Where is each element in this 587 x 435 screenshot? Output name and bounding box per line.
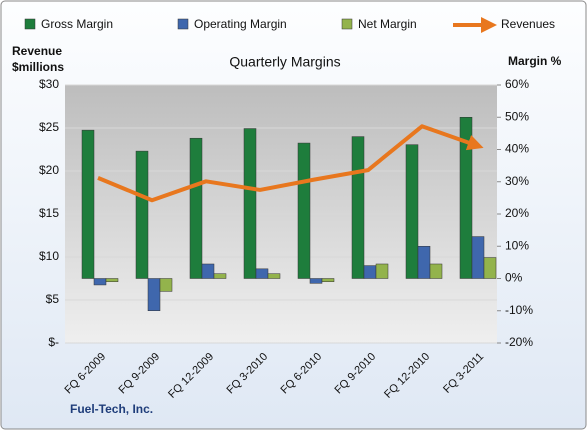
bar — [243, 128, 257, 279]
y2-tick-label: 50% — [505, 109, 529, 123]
bar — [429, 263, 443, 279]
bar — [147, 278, 161, 311]
y2-tick-label: 20% — [505, 206, 529, 220]
bar — [189, 137, 203, 279]
bar — [471, 236, 485, 279]
legend-label: Net Margin — [358, 17, 417, 31]
y2-tick-label: 60% — [505, 77, 529, 91]
bar — [201, 263, 215, 279]
bar — [267, 273, 281, 279]
bar — [459, 117, 473, 279]
legend-label: Revenues — [501, 17, 555, 31]
legend-swatch — [177, 18, 189, 30]
bar — [363, 265, 377, 279]
revenue-line — [97, 124, 484, 203]
y2-tick-label: -10% — [505, 303, 533, 317]
bar — [297, 142, 311, 279]
bar — [405, 144, 419, 279]
y-tick-label: $20 — [39, 163, 59, 177]
bar — [93, 278, 107, 286]
y2-tick-label: 10% — [505, 238, 529, 252]
y2-axis-title: Margin % — [508, 54, 562, 68]
y-tick-label: $25 — [39, 120, 59, 134]
y-tick-label: $15 — [39, 206, 59, 220]
bar — [351, 136, 365, 279]
y-tick-label: $- — [48, 335, 59, 349]
bar — [309, 278, 323, 284]
legend-swatch — [341, 18, 353, 30]
y2-tick-label: 30% — [505, 174, 529, 188]
legend-label: Gross Margin — [41, 17, 113, 31]
bar — [135, 150, 149, 279]
bar — [81, 129, 95, 279]
bar — [417, 246, 431, 279]
legend-swatch — [24, 18, 36, 30]
y-tick-label: $30 — [39, 77, 59, 91]
y2-tick-label: 0% — [505, 271, 523, 285]
legend-label: Operating Margin — [194, 17, 287, 31]
bar — [159, 278, 173, 292]
bar — [321, 278, 335, 282]
bar — [483, 257, 497, 279]
bar — [375, 263, 389, 279]
y-axis-title: Revenue — [12, 44, 62, 58]
y-tick-label: $5 — [46, 292, 60, 306]
y2-tick-label: 40% — [505, 142, 529, 156]
chart-title: Quarterly Margins — [229, 54, 340, 70]
bar — [105, 278, 119, 282]
y2-tick-label: -20% — [505, 335, 533, 349]
y-tick-label: $10 — [39, 249, 59, 263]
y-axis-title: $millions — [12, 60, 64, 74]
bar — [255, 268, 269, 279]
bar — [213, 273, 227, 279]
footer: Fuel-Tech, Inc. — [70, 402, 153, 416]
